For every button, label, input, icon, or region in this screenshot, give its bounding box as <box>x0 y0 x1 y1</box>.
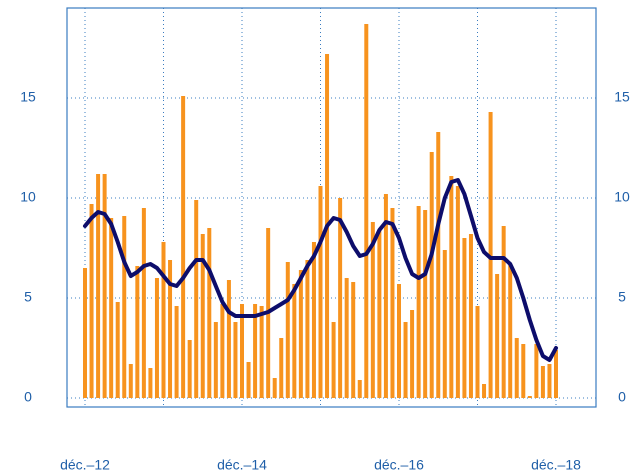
bar <box>226 280 231 398</box>
bar <box>187 340 192 398</box>
bar <box>364 24 369 398</box>
bar <box>298 270 303 398</box>
bar <box>220 304 225 398</box>
bar <box>272 378 277 398</box>
bar <box>377 230 382 398</box>
bar <box>233 322 238 398</box>
bar <box>311 242 316 398</box>
bar <box>462 238 467 398</box>
bar <box>279 338 284 398</box>
bar <box>514 338 519 398</box>
bar <box>83 268 87 398</box>
y-tick-label: 0 <box>24 389 32 405</box>
bar <box>527 396 532 398</box>
bar <box>495 274 500 398</box>
bar <box>357 380 362 398</box>
y2-tick-label: 10 <box>614 189 630 205</box>
bar <box>488 112 493 398</box>
bar <box>194 200 199 398</box>
bar <box>285 262 290 398</box>
bar <box>475 306 480 398</box>
bar <box>181 96 186 398</box>
bar <box>383 194 388 398</box>
x-tick-label: déc.–14 <box>217 457 267 473</box>
line <box>83 178 558 362</box>
bar <box>468 234 473 398</box>
y2-tick-label: 15 <box>614 89 630 105</box>
x-tick-label: déc.–18 <box>531 457 581 473</box>
bar <box>148 368 153 398</box>
bar <box>390 208 395 398</box>
bar <box>135 266 140 398</box>
bar <box>423 210 428 398</box>
bar <box>154 278 159 398</box>
bar <box>115 302 120 398</box>
bar <box>482 384 487 398</box>
bar <box>403 322 408 398</box>
bar <box>240 304 244 398</box>
bar <box>501 226 506 398</box>
bar <box>122 216 127 398</box>
bar <box>102 174 107 398</box>
bar <box>455 186 460 398</box>
bar <box>89 204 94 398</box>
y2-tick-label: 5 <box>618 289 626 305</box>
bar <box>331 322 336 398</box>
x-tick-label: déc.–16 <box>374 457 424 473</box>
bar <box>174 306 179 398</box>
y2-tick-label: 0 <box>618 389 626 405</box>
bar <box>292 284 297 398</box>
bar <box>141 208 146 398</box>
bar <box>305 260 310 398</box>
bar <box>416 206 421 398</box>
bar <box>338 198 343 398</box>
bar <box>109 218 114 398</box>
bar <box>442 250 447 398</box>
bar <box>161 242 166 398</box>
bar <box>429 152 434 398</box>
bar <box>521 344 526 398</box>
bar <box>213 322 218 398</box>
x-tick-label: déc.–12 <box>60 457 110 473</box>
bar <box>246 362 251 398</box>
y-tick-label: 15 <box>20 89 36 105</box>
bar <box>508 264 513 398</box>
bar <box>410 310 415 398</box>
plot-frame <box>66 7 597 408</box>
bar <box>259 306 264 398</box>
bar <box>253 304 258 398</box>
bar <box>436 132 441 398</box>
bar <box>168 260 173 398</box>
bar <box>534 344 539 398</box>
bar <box>397 284 401 398</box>
bar <box>554 350 558 398</box>
bar <box>318 186 323 398</box>
y-tick-label: 10 <box>20 189 36 205</box>
bar <box>128 364 133 398</box>
bar <box>370 222 375 398</box>
bar <box>540 366 545 398</box>
bar <box>344 278 349 398</box>
y-tick-label: 5 <box>24 289 32 305</box>
bar <box>449 176 454 398</box>
bar <box>351 282 356 398</box>
bar <box>547 364 552 398</box>
bar <box>200 234 205 398</box>
bar <box>96 174 101 398</box>
bar <box>207 228 212 398</box>
